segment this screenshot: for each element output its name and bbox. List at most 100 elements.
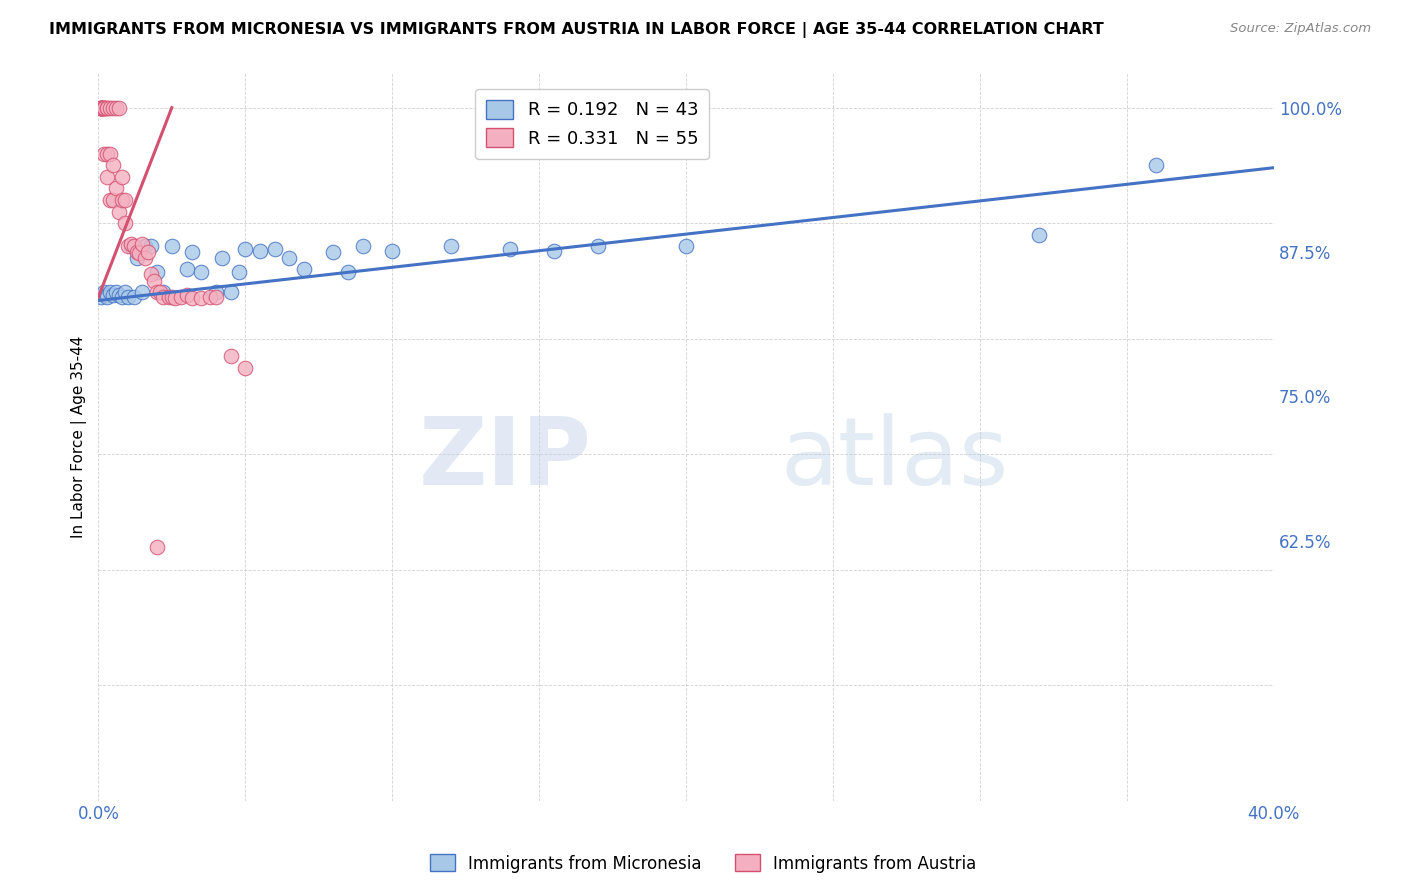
- Point: [108, 101, 131, 115]
- Legend: Immigrants from Micronesia, Immigrants from Austria: Immigrants from Micronesia, Immigrants f…: [423, 847, 983, 880]
- Point: [131, 236, 153, 251]
- Point: [98, 146, 121, 161]
- Point: [143, 274, 166, 288]
- Point: [111, 169, 134, 184]
- Point: [181, 291, 204, 305]
- Point: [101, 158, 124, 172]
- Point: [381, 244, 404, 258]
- Point: [93, 146, 115, 161]
- Point: [205, 285, 228, 300]
- Point: [249, 244, 271, 258]
- Point: [111, 290, 134, 304]
- Point: [120, 236, 142, 251]
- Point: [120, 239, 142, 253]
- Point: [440, 239, 463, 253]
- Text: IMMIGRANTS FROM MICRONESIA VS IMMIGRANTS FROM AUSTRIA IN LABOR FORCE | AGE 35-44: IMMIGRANTS FROM MICRONESIA VS IMMIGRANTS…: [49, 22, 1104, 38]
- Point: [322, 245, 344, 260]
- Point: [90, 101, 112, 115]
- Point: [117, 290, 139, 304]
- Point: [131, 285, 153, 300]
- Point: [176, 287, 198, 301]
- Point: [93, 101, 115, 115]
- Point: [146, 540, 169, 554]
- Point: [96, 287, 118, 301]
- Text: Source: ZipAtlas.com: Source: ZipAtlas.com: [1230, 22, 1371, 36]
- Point: [233, 242, 256, 256]
- Point: [98, 193, 121, 207]
- Point: [543, 244, 565, 258]
- Point: [114, 216, 136, 230]
- Point: [108, 204, 131, 219]
- Point: [114, 193, 136, 207]
- Point: [211, 251, 233, 265]
- Point: [90, 290, 112, 304]
- Point: [219, 349, 242, 363]
- Point: [125, 245, 148, 260]
- Point: [205, 290, 228, 304]
- Point: [160, 290, 183, 304]
- Point: [149, 285, 172, 300]
- Point: [157, 290, 180, 304]
- Point: [93, 101, 115, 115]
- Point: [163, 291, 186, 305]
- Point: [122, 239, 145, 253]
- Point: [122, 290, 145, 304]
- Point: [90, 101, 112, 115]
- Point: [160, 239, 183, 253]
- Point: [128, 246, 150, 260]
- Point: [292, 262, 315, 277]
- Point: [101, 193, 124, 207]
- Point: [101, 287, 124, 301]
- Point: [125, 251, 148, 265]
- Point: [104, 101, 127, 115]
- Text: atlas: atlas: [780, 413, 1008, 505]
- Point: [146, 265, 169, 279]
- Point: [141, 267, 163, 281]
- Point: [111, 193, 134, 207]
- Point: [169, 290, 191, 304]
- Point: [176, 262, 198, 277]
- Point: [98, 285, 121, 300]
- Point: [96, 290, 118, 304]
- Legend: R = 0.192   N = 43, R = 0.331   N = 55: R = 0.192 N = 43, R = 0.331 N = 55: [475, 89, 709, 159]
- Point: [152, 285, 174, 300]
- Point: [278, 251, 301, 265]
- Point: [114, 285, 136, 300]
- Point: [96, 169, 118, 184]
- Point: [96, 101, 118, 115]
- Point: [93, 101, 115, 115]
- Point: [93, 285, 115, 300]
- Y-axis label: In Labor Force | Age 35-44: In Labor Force | Age 35-44: [72, 335, 87, 538]
- Point: [152, 290, 174, 304]
- Point: [146, 285, 169, 300]
- Point: [90, 101, 112, 115]
- Point: [96, 146, 118, 161]
- Point: [181, 245, 204, 260]
- Point: [104, 181, 127, 195]
- Point: [98, 101, 121, 115]
- Point: [219, 285, 242, 300]
- Point: [90, 101, 112, 115]
- Point: [134, 251, 156, 265]
- Point: [263, 242, 285, 256]
- Point: [190, 265, 212, 279]
- Point: [90, 101, 112, 115]
- Point: [337, 265, 360, 279]
- Point: [233, 360, 256, 375]
- Point: [117, 239, 139, 253]
- Point: [190, 291, 212, 305]
- Point: [352, 239, 374, 253]
- Point: [108, 287, 131, 301]
- Point: [96, 101, 118, 115]
- Point: [136, 245, 159, 260]
- Point: [198, 290, 221, 304]
- Point: [101, 101, 124, 115]
- Point: [90, 101, 112, 115]
- Point: [499, 242, 522, 256]
- Point: [134, 239, 156, 253]
- Point: [90, 101, 112, 115]
- Point: [1028, 227, 1050, 242]
- Point: [1144, 158, 1167, 172]
- Point: [141, 239, 163, 253]
- Point: [586, 239, 609, 253]
